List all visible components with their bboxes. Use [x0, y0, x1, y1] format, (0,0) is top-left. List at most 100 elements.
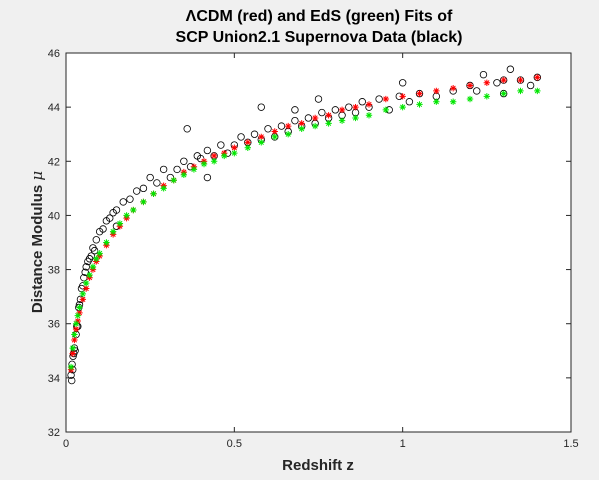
y-tick-label: 40	[48, 210, 60, 222]
fit-point	[338, 106, 346, 114]
fit-point	[72, 325, 80, 333]
plot-frame	[65, 52, 572, 433]
data-point	[257, 103, 265, 111]
data-point	[526, 81, 535, 90]
y-tick-label: 46	[48, 48, 60, 60]
fit-point	[109, 228, 117, 235]
y-axis-label: Distance Modulus μ	[28, 171, 46, 313]
fit-point	[352, 103, 359, 111]
y-tick-label: 32	[48, 427, 60, 439]
data-point	[81, 268, 89, 276]
data-point	[237, 133, 245, 141]
fit-point	[69, 350, 76, 357]
fit-point	[382, 106, 390, 114]
fit-point	[231, 144, 238, 151]
fit-point	[399, 103, 406, 111]
fit-point	[76, 309, 83, 317]
data-point	[146, 173, 154, 182]
fit-point	[285, 122, 292, 130]
x-tick-label: 1	[400, 438, 406, 450]
data-point	[506, 65, 515, 73]
data-point	[90, 246, 99, 255]
fit-point	[416, 90, 423, 97]
data-point	[173, 165, 181, 174]
fit-point	[365, 112, 373, 119]
data-point	[126, 195, 134, 203]
fit-point	[130, 206, 137, 214]
data-point	[159, 165, 168, 174]
data-point	[479, 70, 488, 79]
fit-point	[89, 263, 97, 271]
fit-point	[382, 95, 390, 103]
fit-point	[466, 95, 474, 103]
fit-point	[69, 344, 76, 352]
fit-point	[79, 296, 87, 303]
data-point	[203, 146, 212, 155]
fit-point	[170, 177, 177, 184]
fit-point	[311, 114, 319, 122]
data-point	[405, 98, 414, 106]
fit-point	[271, 128, 278, 135]
fit-point	[433, 87, 440, 95]
fit-point	[116, 220, 124, 227]
data-point	[358, 98, 366, 106]
fit-point	[483, 79, 491, 86]
fit-point	[71, 331, 78, 338]
data-point	[139, 184, 148, 193]
y-tick-label: 36	[48, 319, 60, 331]
fit-point	[534, 74, 541, 81]
fit-point	[298, 120, 305, 127]
data-point	[203, 173, 212, 182]
fit-point	[258, 139, 265, 146]
data-point	[264, 125, 272, 133]
data-point	[375, 95, 383, 103]
data-point	[345, 103, 353, 111]
y-axis-ticks: 32 34 36 38 40 42 44 46	[48, 48, 571, 439]
fit-point	[258, 133, 265, 141]
plot-area	[66, 53, 571, 432]
data-point	[68, 376, 76, 385]
fit-point	[298, 125, 305, 132]
y-tick-label: 42	[48, 156, 60, 168]
eds-series	[67, 87, 541, 371]
fit-point	[500, 90, 507, 97]
data-point	[499, 76, 508, 84]
fit-point	[433, 98, 440, 105]
fit-point	[74, 317, 81, 325]
fit-point	[365, 101, 373, 108]
data-point	[106, 214, 114, 222]
fit-point	[221, 152, 228, 160]
data-point	[217, 141, 225, 149]
fit-point	[244, 144, 251, 151]
fit-point	[140, 198, 147, 206]
fit-point	[67, 363, 75, 371]
data-point	[183, 125, 191, 133]
data-point	[331, 106, 340, 114]
data-point	[318, 108, 326, 117]
fit-point	[325, 120, 332, 127]
y-tick-label: 44	[48, 102, 60, 114]
fit-point	[83, 279, 90, 287]
data-point	[493, 79, 501, 87]
fit-point	[150, 190, 157, 197]
union21-series	[67, 65, 542, 385]
y-tick-label: 34	[48, 373, 60, 385]
y-axis-label-text: Distance Modulus	[29, 185, 46, 313]
fit-point	[352, 114, 359, 122]
data-point	[82, 263, 90, 271]
fit-point	[93, 255, 100, 262]
fit-point	[399, 93, 406, 100]
x-tick-label: 0.5	[227, 438, 242, 450]
data-point	[291, 106, 299, 114]
fit-point	[517, 76, 524, 84]
fit-point	[180, 171, 188, 179]
fit-point	[71, 336, 78, 344]
fit-point	[466, 82, 474, 89]
fit-point	[449, 98, 457, 105]
data-point	[99, 225, 107, 233]
data-point	[277, 122, 286, 130]
data-point	[132, 187, 141, 195]
y-tick-label: 38	[48, 265, 60, 277]
data-point	[153, 179, 161, 187]
